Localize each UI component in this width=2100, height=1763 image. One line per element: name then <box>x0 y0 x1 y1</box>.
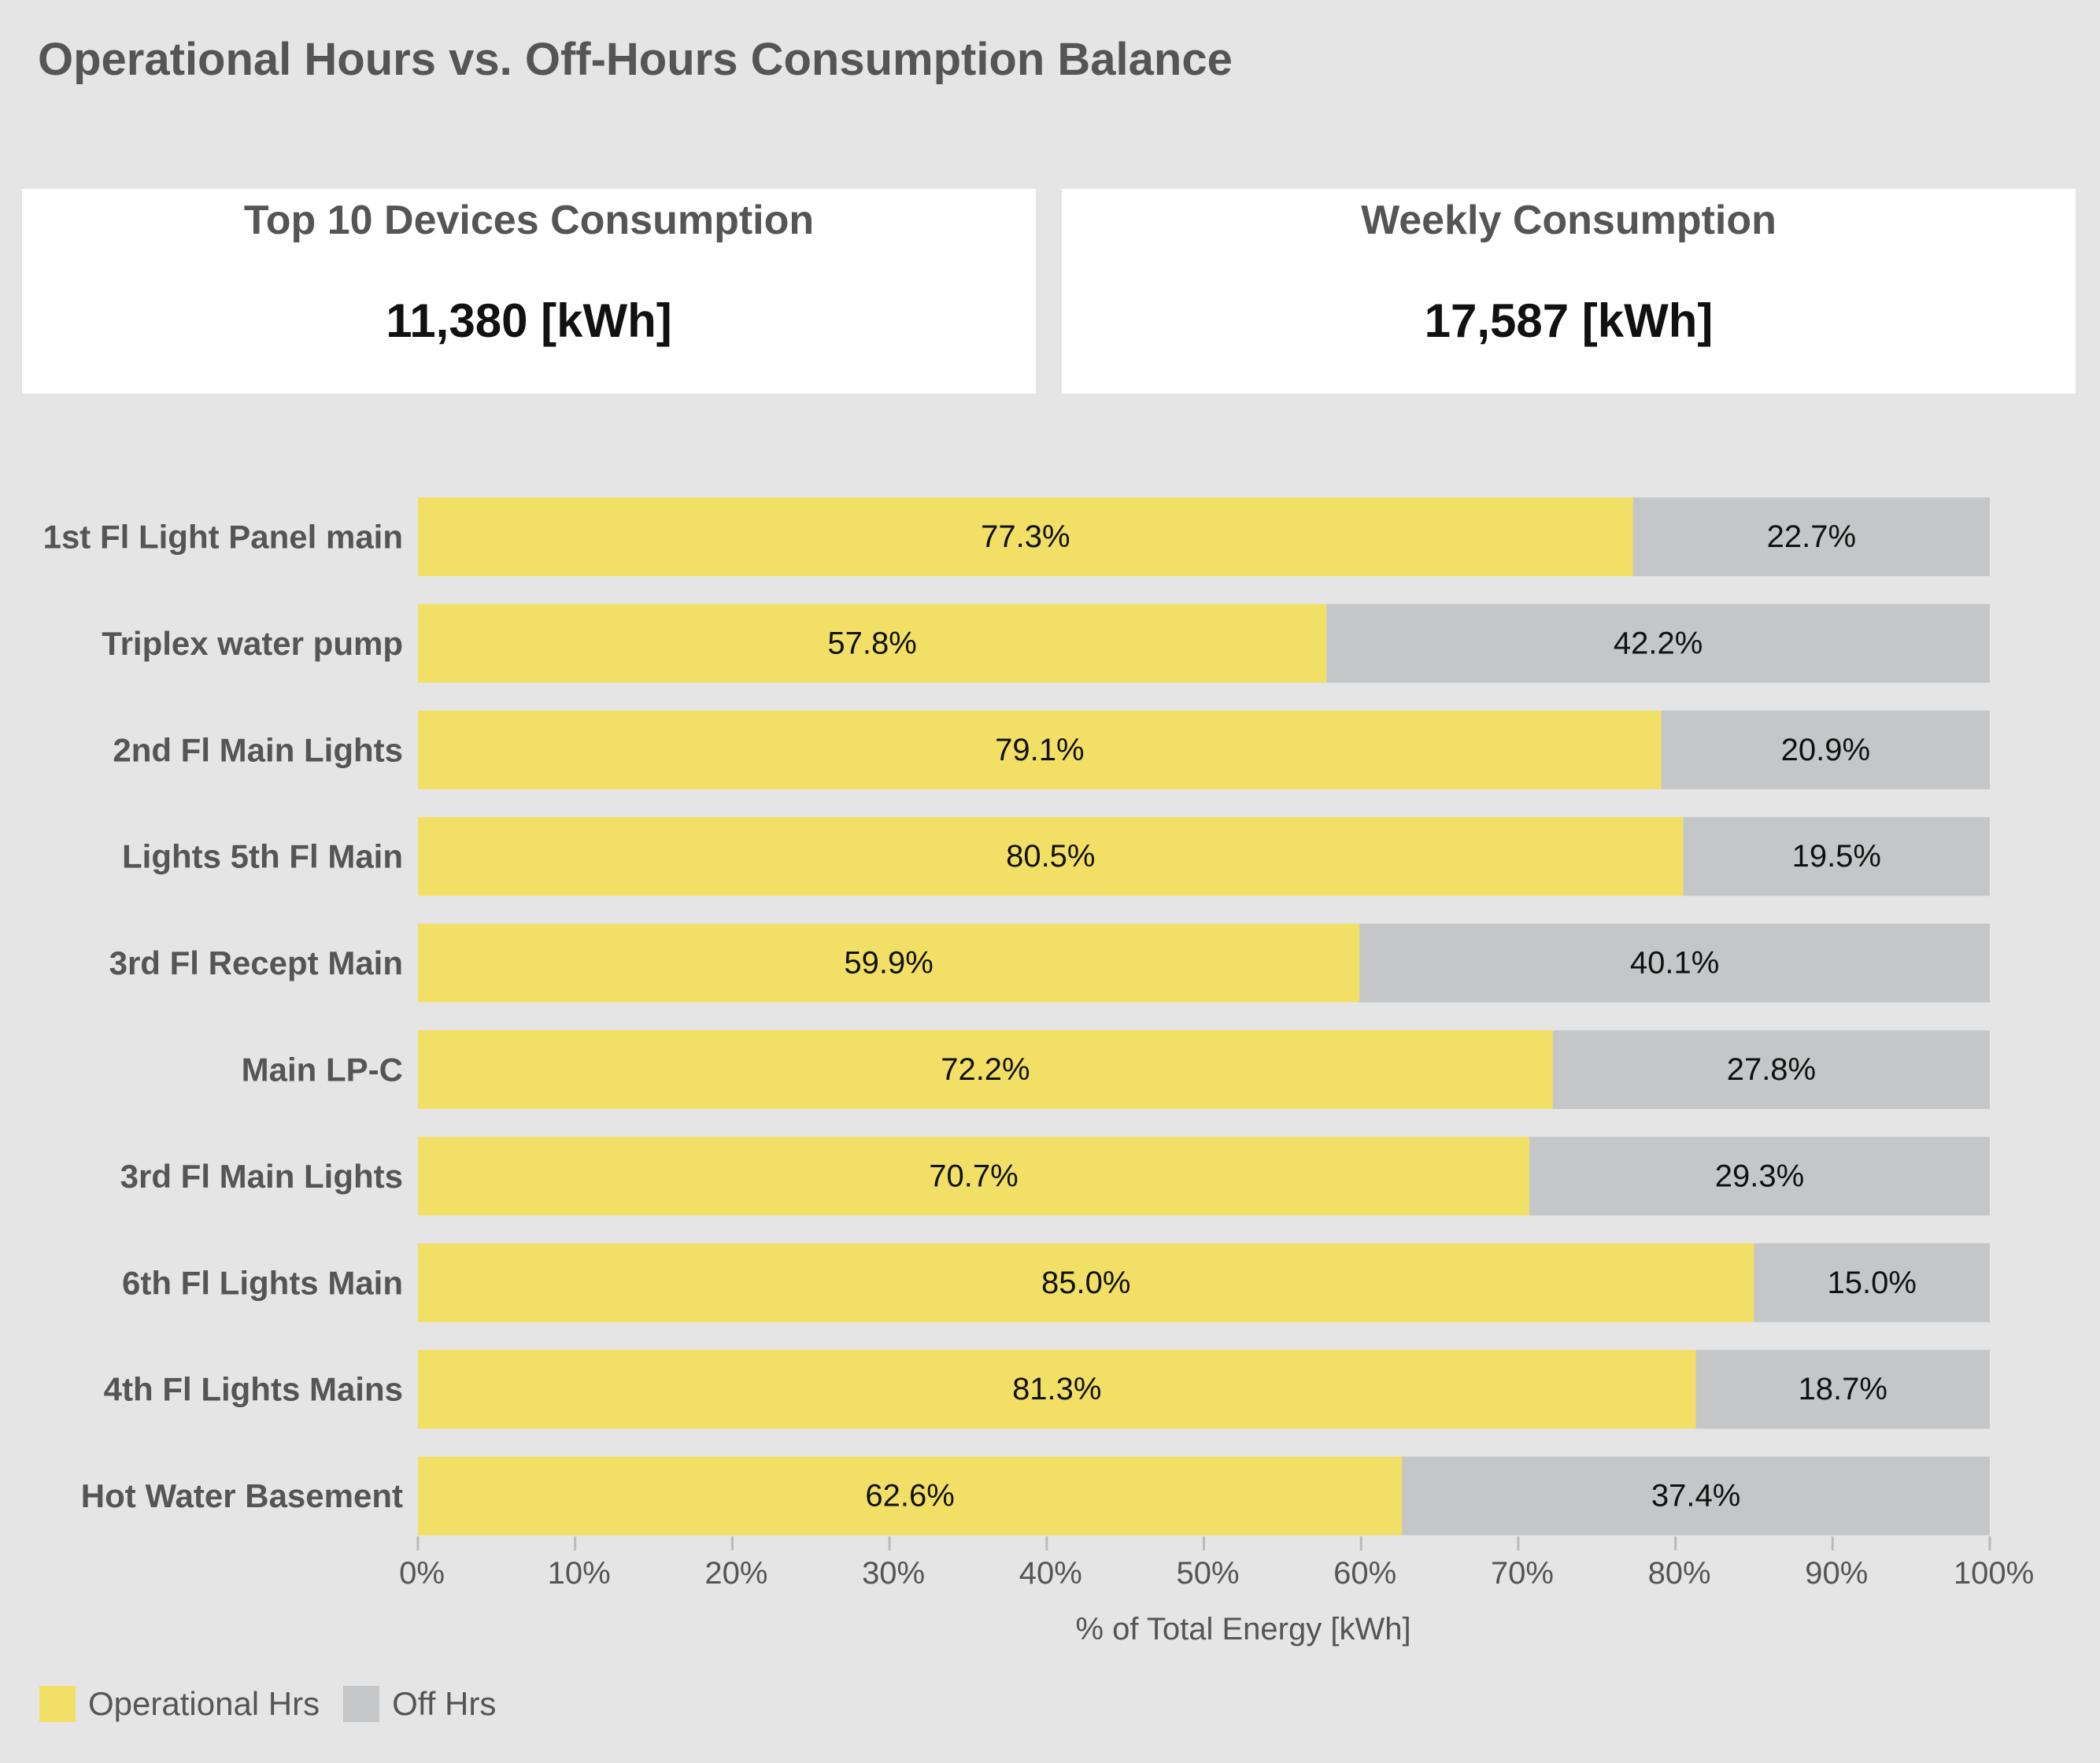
bar-operational <box>418 497 1633 576</box>
data-label: 42.2% <box>1614 626 1703 660</box>
data-label: 29.3% <box>1715 1159 1804 1193</box>
bar-off <box>1661 710 1990 789</box>
category-label: 4th Fl Lights Mains <box>104 1371 403 1408</box>
bar-operational <box>418 1243 1754 1322</box>
bar-off <box>1632 497 1990 576</box>
x-tick-label: 60% <box>1333 1556 1396 1591</box>
x-tick-label: 90% <box>1805 1556 1868 1591</box>
bar-off <box>1359 923 1990 1003</box>
x-tick-label: 30% <box>862 1556 925 1591</box>
kpi-value-weekly: 17,587 [kWh] <box>1424 294 1714 347</box>
data-label: 72.2% <box>941 1052 1030 1087</box>
legend-item-operational[interactable]: Operational Hrs <box>39 1685 320 1723</box>
bar-off <box>1695 1350 1990 1429</box>
data-label: 40.1% <box>1630 946 1719 981</box>
bar-off <box>1552 1030 1990 1109</box>
x-tick-label: 50% <box>1176 1556 1239 1591</box>
kpi-label-weekly: Weekly Consumption <box>1361 198 1776 243</box>
legend-label-off: Off Hrs <box>392 1685 497 1722</box>
x-tick-label: 70% <box>1491 1556 1554 1591</box>
category-label: Lights 5th Fl Main <box>122 838 403 875</box>
x-tick-label: 0% <box>399 1556 445 1591</box>
data-label: 15.0% <box>1828 1266 1917 1300</box>
data-label: 18.7% <box>1799 1372 1887 1406</box>
x-tick-label: 80% <box>1648 1556 1711 1591</box>
bar-operational <box>418 710 1662 789</box>
bar-off <box>1754 1243 1990 1322</box>
legend-swatch-off <box>343 1686 380 1722</box>
legend-swatch-operational <box>39 1686 76 1722</box>
data-label: 85.0% <box>1041 1266 1130 1300</box>
category-label: Main LP-C <box>242 1052 403 1088</box>
bar-off <box>1326 604 1990 683</box>
category-label: 2nd Fl Main Lights <box>113 731 403 768</box>
category-label: 3rd Fl Recept Main <box>109 944 403 981</box>
kpi-label-top10: Top 10 Devices Consumption <box>243 198 815 243</box>
x-tick-label: 100% <box>1954 1556 2034 1591</box>
bar-operational <box>418 1137 1529 1216</box>
x-tick-label: 20% <box>704 1556 767 1591</box>
category-label: 3rd Fl Main Lights <box>120 1158 403 1195</box>
chart-legend: Operational Hrs Off Hrs <box>39 1684 519 1724</box>
data-label: 62.6% <box>865 1479 954 1514</box>
category-label: Triplex water pump <box>102 625 403 662</box>
bar-off <box>1402 1456 1990 1536</box>
data-label: 20.9% <box>1781 733 1870 767</box>
data-label: 80.5% <box>1006 839 1095 874</box>
data-label: 37.4% <box>1651 1479 1740 1514</box>
data-label: 27.8% <box>1727 1052 1816 1087</box>
data-label: 22.7% <box>1767 519 1856 554</box>
legend-item-off[interactable]: Off Hrs <box>343 1685 496 1723</box>
legend-label-operational: Operational Hrs <box>88 1685 320 1722</box>
data-label: 79.1% <box>995 733 1084 767</box>
bar-operational <box>418 817 1684 896</box>
data-label: 77.3% <box>981 519 1070 554</box>
kpi-card-weekly: Weekly Consumption 17,587 [kWh] <box>1062 189 2076 394</box>
bar-off <box>1683 817 1990 896</box>
bar-operational <box>418 604 1327 683</box>
data-label: 59.9% <box>844 946 933 981</box>
data-label: 70.7% <box>929 1159 1018 1193</box>
bar-operational <box>418 1350 1696 1429</box>
data-label: 81.3% <box>1012 1372 1101 1406</box>
dashboard-title: Operational Hours vs. Off-Hours Consumpt… <box>38 34 1233 85</box>
data-label: 57.8% <box>827 626 916 660</box>
bar-operational <box>418 923 1360 1003</box>
category-label: Hot Water Basement <box>81 1477 403 1514</box>
category-label: 1st Fl Light Panel main <box>43 519 403 556</box>
bar-operational <box>418 1456 1403 1536</box>
x-axis-title: % of Total Energy [kWh] <box>1075 1612 1410 1647</box>
kpi-card-top10: Top 10 Devices Consumption 11,380 [kWh] <box>22 189 1036 394</box>
category-label: 6th Fl Lights Main <box>122 1264 403 1301</box>
x-tick-label: 40% <box>1019 1556 1082 1591</box>
bar-off <box>1529 1137 1990 1216</box>
kpi-value-top10: 11,380 [kWh] <box>386 294 672 347</box>
data-label: 19.5% <box>1792 839 1881 874</box>
x-tick-label: 10% <box>548 1556 611 1591</box>
bar-operational <box>418 1030 1553 1109</box>
